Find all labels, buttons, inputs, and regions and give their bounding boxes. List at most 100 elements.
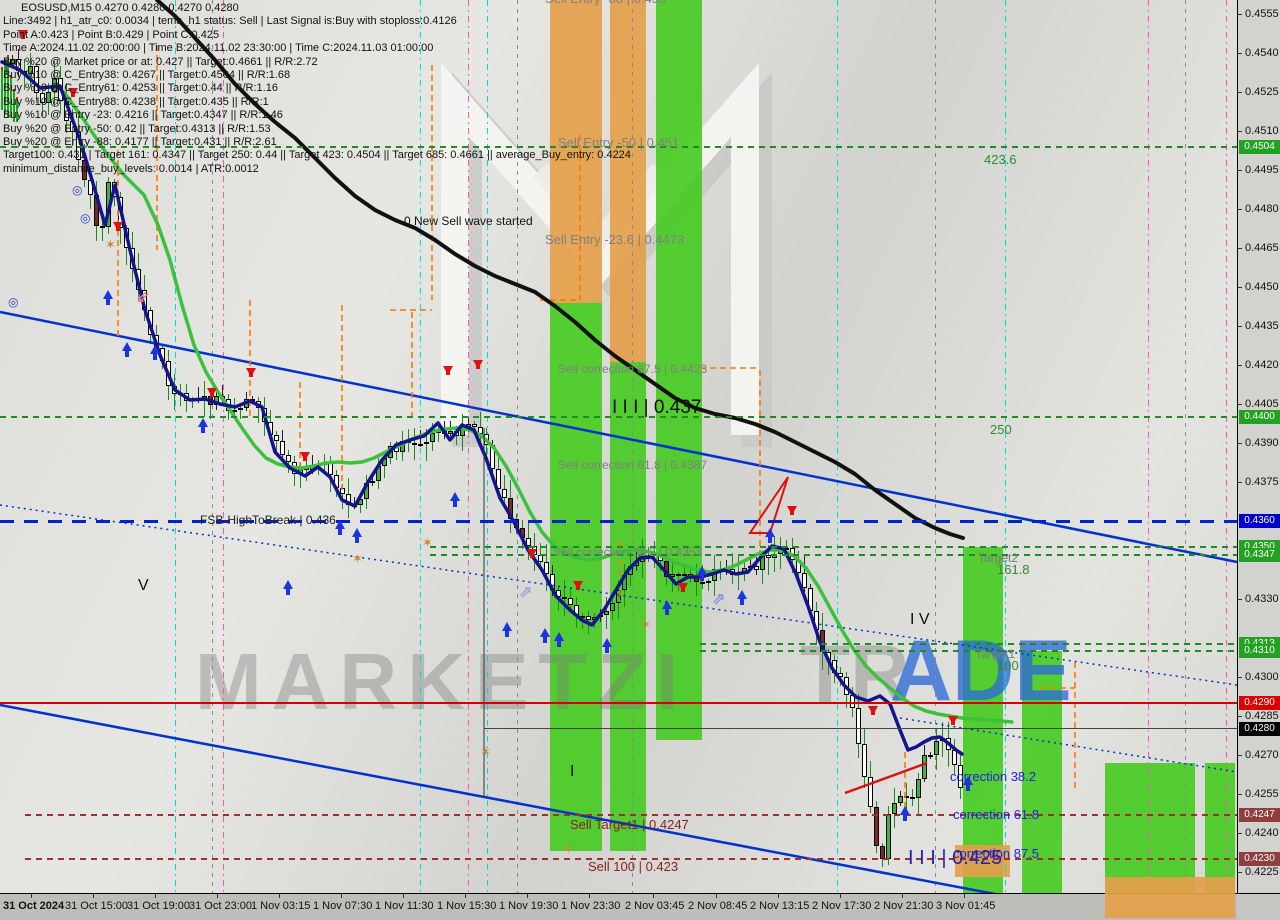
candle-body bbox=[892, 802, 897, 815]
candle-body bbox=[10, 58, 15, 65]
sell-arrow-icon bbox=[527, 549, 537, 558]
info-line: Buy %20 @ Entry -50: 0.42 || Target:0.43… bbox=[3, 122, 271, 135]
grid-vline-gray bbox=[517, 0, 518, 893]
candle-wick bbox=[474, 420, 475, 435]
zone-band-orange bbox=[550, 0, 602, 303]
circle-icon: ◎ bbox=[8, 295, 19, 309]
info-line: Point A:0.423 | Point B:0.429 | Point C:… bbox=[3, 28, 220, 41]
price-badge: 0.4347 bbox=[1239, 548, 1280, 563]
price-badge: 0.4400 bbox=[1239, 410, 1280, 425]
chart-annotation: Sell Target1 | 0.4247 bbox=[570, 817, 689, 832]
hollow-arrow-icon: ⇙ bbox=[136, 289, 150, 306]
axis-corner bbox=[1237, 893, 1280, 920]
candle-wick bbox=[426, 428, 427, 461]
grid-vline-gray bbox=[212, 0, 213, 893]
sell-arrow-icon bbox=[68, 88, 78, 97]
star-icon: ✶ bbox=[563, 841, 574, 856]
price-axis[interactable]: 0.4555 0.4540 0.4525 0.4510 0.4495 0.4480 0.44… bbox=[1237, 0, 1280, 920]
buy-arrow-icon bbox=[662, 600, 672, 615]
candle-body bbox=[46, 91, 51, 103]
level-line-fib bbox=[430, 554, 1237, 557]
candle-body bbox=[862, 744, 867, 777]
candle-wick bbox=[732, 553, 733, 585]
price-tick-label: 0.4255 bbox=[1245, 788, 1279, 801]
star-icon: ✶ bbox=[352, 551, 363, 566]
chart-area[interactable]: ✶ ✶ ✶ ✶ ✶ ✶ ◎ ◎ ◎ ⇙ ⇗ ⇗ Sell Entry -88 | 0.456 Sell … bbox=[0, 0, 1238, 920]
zone-band-green bbox=[1022, 651, 1062, 893]
star-icon: ✶ bbox=[640, 617, 651, 632]
price-tickmark bbox=[1238, 14, 1242, 16]
grid-vline-gray bbox=[632, 0, 633, 893]
price-tickmark bbox=[1238, 326, 1242, 328]
indicator-histogram-cap bbox=[16, 97, 18, 100]
candle-wick bbox=[42, 89, 43, 117]
chart-annotation: Sell Entry -23.6 | 0.4473 bbox=[545, 232, 685, 247]
chart-annotation: 161.8 bbox=[997, 562, 1030, 577]
chart-annotation: 423.6 bbox=[984, 152, 1017, 167]
star-icon: ✶ bbox=[105, 237, 116, 252]
time-tickmark bbox=[217, 894, 218, 898]
candle-body bbox=[40, 93, 45, 103]
buy-arrow-icon bbox=[900, 806, 910, 821]
level-line-fsb bbox=[0, 520, 1237, 524]
candle-body bbox=[568, 598, 573, 606]
candle-body bbox=[502, 488, 507, 498]
sell-arrow-icon bbox=[207, 388, 217, 397]
candle-wick bbox=[198, 387, 199, 404]
time-axis[interactable]: 31 Oct 2024 31 Oct 15:00 31 Oct 19:00 31 Oc… bbox=[0, 893, 1237, 920]
price-tick-label: 0.4405 bbox=[1245, 398, 1279, 411]
price-tick-label: 0.4300 bbox=[1245, 671, 1279, 684]
time-tickmark bbox=[31, 894, 32, 898]
candle-body bbox=[604, 610, 609, 615]
star-icon: ✶ bbox=[480, 744, 491, 759]
price-tickmark bbox=[1238, 287, 1242, 289]
sell-arrow-icon bbox=[473, 360, 483, 369]
grid-vline-gray bbox=[1185, 0, 1186, 893]
buy-arrow-icon bbox=[502, 622, 512, 637]
price-tick-label: 0.4450 bbox=[1245, 281, 1279, 294]
time-tick-label: 1 Nov 15:30 bbox=[437, 900, 497, 912]
zone-band-green bbox=[550, 303, 602, 851]
chart-annotation: Target1 bbox=[975, 647, 1016, 661]
watermark-text-marketzi: MARKETZI bbox=[195, 637, 689, 726]
candle-body bbox=[280, 440, 285, 456]
time-tickmark bbox=[716, 894, 717, 898]
circle-icon: ◎ bbox=[80, 211, 91, 225]
time-tick-label: 31 Oct 15:00 bbox=[65, 900, 128, 912]
price-badge: 0.4360 bbox=[1239, 514, 1280, 529]
candle-wick bbox=[750, 555, 751, 571]
candle-body bbox=[418, 444, 423, 447]
price-tickmark bbox=[1238, 755, 1242, 757]
buy-arrow-icon bbox=[765, 528, 775, 543]
candle-wick bbox=[240, 405, 241, 419]
candle-wick bbox=[6, 58, 7, 76]
indicator-histogram-cap bbox=[1, 67, 3, 70]
level-line-fib bbox=[700, 642, 1237, 645]
buy-arrow-icon bbox=[122, 342, 132, 357]
candle-body bbox=[958, 765, 963, 788]
price-tickmark bbox=[1238, 677, 1242, 679]
price-tickmark bbox=[1238, 599, 1242, 601]
time-tickmark bbox=[964, 894, 965, 898]
info-line: Buy %20 @ Entry -88: 0.4177 || Target:0.… bbox=[3, 136, 277, 149]
time-tickmark bbox=[403, 894, 404, 898]
time-tickmark bbox=[653, 894, 654, 898]
star-icon: ✶ bbox=[422, 535, 433, 550]
buy-arrow-icon bbox=[737, 590, 747, 605]
level-line-fib bbox=[0, 145, 1237, 148]
price-badge: 0.4230 bbox=[1239, 852, 1280, 867]
price-tick-label: 0.4270 bbox=[1245, 749, 1279, 762]
level-line-fib bbox=[700, 650, 1237, 653]
sell-arrow-icon bbox=[246, 368, 256, 377]
candle-body bbox=[910, 797, 915, 800]
info-line: Buy %10 @ C_Entry88: 0.4238 || Target:0.… bbox=[3, 95, 269, 108]
hollow-arrow-icon: ⇗ bbox=[519, 584, 533, 601]
info-line: Buy %10 @ C_Entry61: 0.4253 || Target:0.… bbox=[3, 82, 278, 95]
price-tick-label: 0.4390 bbox=[1245, 437, 1279, 450]
candle-body bbox=[448, 430, 453, 434]
grid-vline-gray bbox=[935, 0, 936, 893]
indicator-histogram-bar bbox=[7, 58, 9, 118]
level-line-fib bbox=[430, 546, 1237, 549]
indicator-histogram-bar bbox=[13, 92, 15, 122]
price-badge: 0.4247 bbox=[1239, 808, 1280, 823]
